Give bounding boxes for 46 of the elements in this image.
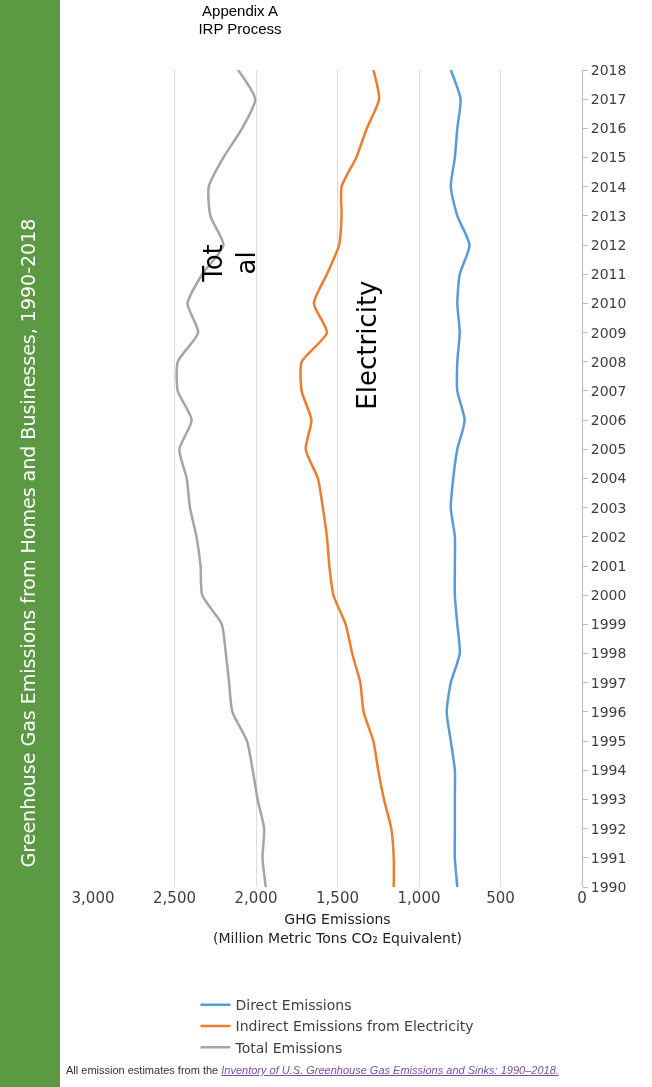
text: All emission estimates from the — [66, 1064, 219, 1076]
y-tick-label: 2008 — [590, 353, 627, 370]
y-tick-label: 1999 — [590, 616, 627, 633]
text: Greenhouse Gas Emissions from Homes and Businesses, 1990-2018 — [17, 217, 40, 870]
text: Inventory of U.S. Greenhouse Gas Emissions and Sinks: 1990–2018. — [221, 1064, 559, 1076]
y-tick-label: 2013 — [590, 207, 627, 224]
y-tick-label: 2006 — [590, 412, 627, 429]
y-tick-label: 2000 — [590, 587, 627, 604]
legend-label: Total Emissions — [234, 1039, 343, 1056]
text: Appendix A IRP Process — [197, 2, 283, 38]
x-tick-label: 3,000 — [71, 889, 115, 907]
y-tick-label: 2015 — [590, 149, 627, 166]
x-tick-label: 2,500 — [153, 889, 196, 907]
x-tick-label: 0 — [577, 889, 587, 907]
y-tick-label: 2010 — [590, 295, 627, 312]
y-tick-label: 2012 — [590, 236, 627, 253]
y-tick-label: 2007 — [590, 382, 627, 399]
y-tick-label: 1994 — [590, 762, 627, 779]
legend-label: Direct Emissions — [235, 997, 352, 1014]
y-tick-label: 2017 — [590, 91, 627, 108]
legend-label: Indirect Emissions from Electricity — [235, 1018, 474, 1035]
y-tick-label: 2009 — [590, 324, 627, 341]
y-tick-label: 1992 — [590, 820, 627, 837]
y-tick-label: 2014 — [590, 178, 627, 195]
y-tick-label: 2003 — [590, 499, 627, 516]
y-tick-label: 2002 — [590, 528, 627, 545]
x-tick-label: 1,500 — [316, 889, 359, 907]
x-tick-label: 1,000 — [397, 889, 441, 907]
y-tick-label: 2018 — [590, 61, 627, 78]
y-tick-label: 1993 — [590, 791, 627, 808]
y-tick-label: 1997 — [590, 674, 627, 691]
y-tick-label: 2004 — [590, 470, 627, 487]
y-tick-label: 1991 — [590, 849, 627, 866]
y-tick-label: 2011 — [590, 266, 627, 283]
y-tick-label: 2005 — [590, 441, 627, 458]
y-tick-label: 1996 — [590, 703, 627, 720]
y-tick-label: 1995 — [590, 733, 627, 750]
annotation: Electricity — [352, 280, 383, 410]
x-tick-label: 2,000 — [234, 889, 278, 907]
y-tick-label: 2001 — [590, 557, 627, 574]
x-axis-title: GHG Emissions (Million Metric Tons CO₂ Equivalent) — [213, 911, 462, 946]
y-tick-label: 2016 — [590, 120, 627, 137]
y-tick-label: 1998 — [590, 645, 627, 662]
annotation: Tot al — [197, 244, 262, 283]
y-tick-label: 1990 — [590, 878, 627, 895]
x-tick-label: 500 — [486, 889, 515, 907]
